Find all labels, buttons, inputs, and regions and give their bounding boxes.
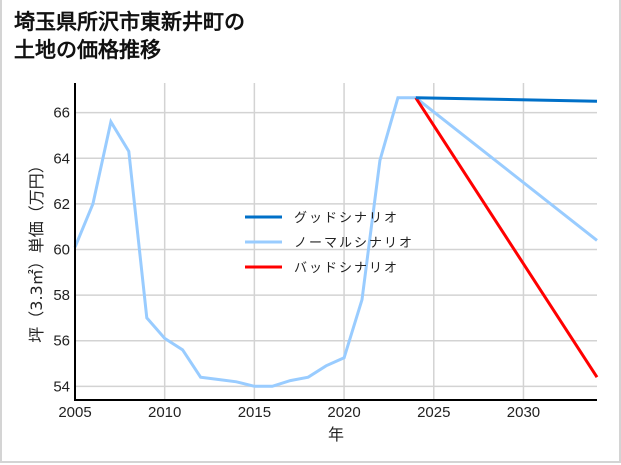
y-tick-label: 62	[53, 196, 70, 213]
series-line-1	[73, 96, 598, 388]
x-axis-label: 年	[328, 425, 344, 444]
y-tick-label: 54	[53, 378, 70, 395]
y-axis-label: 坪（3.3㎡）単価（万円）	[27, 157, 46, 342]
x-tick-label: 2020	[327, 404, 360, 421]
legend-label: グッドシナリオ	[294, 211, 399, 226]
x-tick-labels: 2005 2010 2015 2020 2025 2030	[58, 404, 540, 421]
gridlines	[75, 83, 597, 400]
y-tick-label: 66	[53, 105, 70, 122]
axes	[74, 83, 597, 401]
legend-label: ノーマルシナリオ	[294, 236, 414, 251]
series-line-2	[414, 96, 599, 379]
chart-title-line2: 土地の価格推移	[14, 38, 161, 62]
chart-title: 埼玉県所沢市東新井町の 土地の価格推移	[14, 8, 245, 64]
x-tick-label: 2025	[417, 404, 450, 421]
x-tick-label: 2030	[507, 404, 540, 421]
y-tick-label: 64	[53, 150, 70, 167]
y-tick-labels: 54 56 58 60 62 64 66	[53, 105, 70, 396]
y-tick-label: 56	[53, 333, 70, 350]
x-tick-label: 2015	[238, 404, 271, 421]
chart-title-line1: 埼玉県所沢市東新井町の	[14, 10, 245, 34]
y-tick-label: 58	[53, 287, 70, 304]
y-tick-label: 60	[53, 241, 70, 258]
series-lines	[73, 96, 599, 388]
legend-label: バッドシナリオ	[294, 261, 399, 276]
x-tick-label: 2005	[58, 404, 91, 421]
x-tick-label: 2010	[148, 404, 181, 421]
series-line-0	[415, 96, 598, 103]
